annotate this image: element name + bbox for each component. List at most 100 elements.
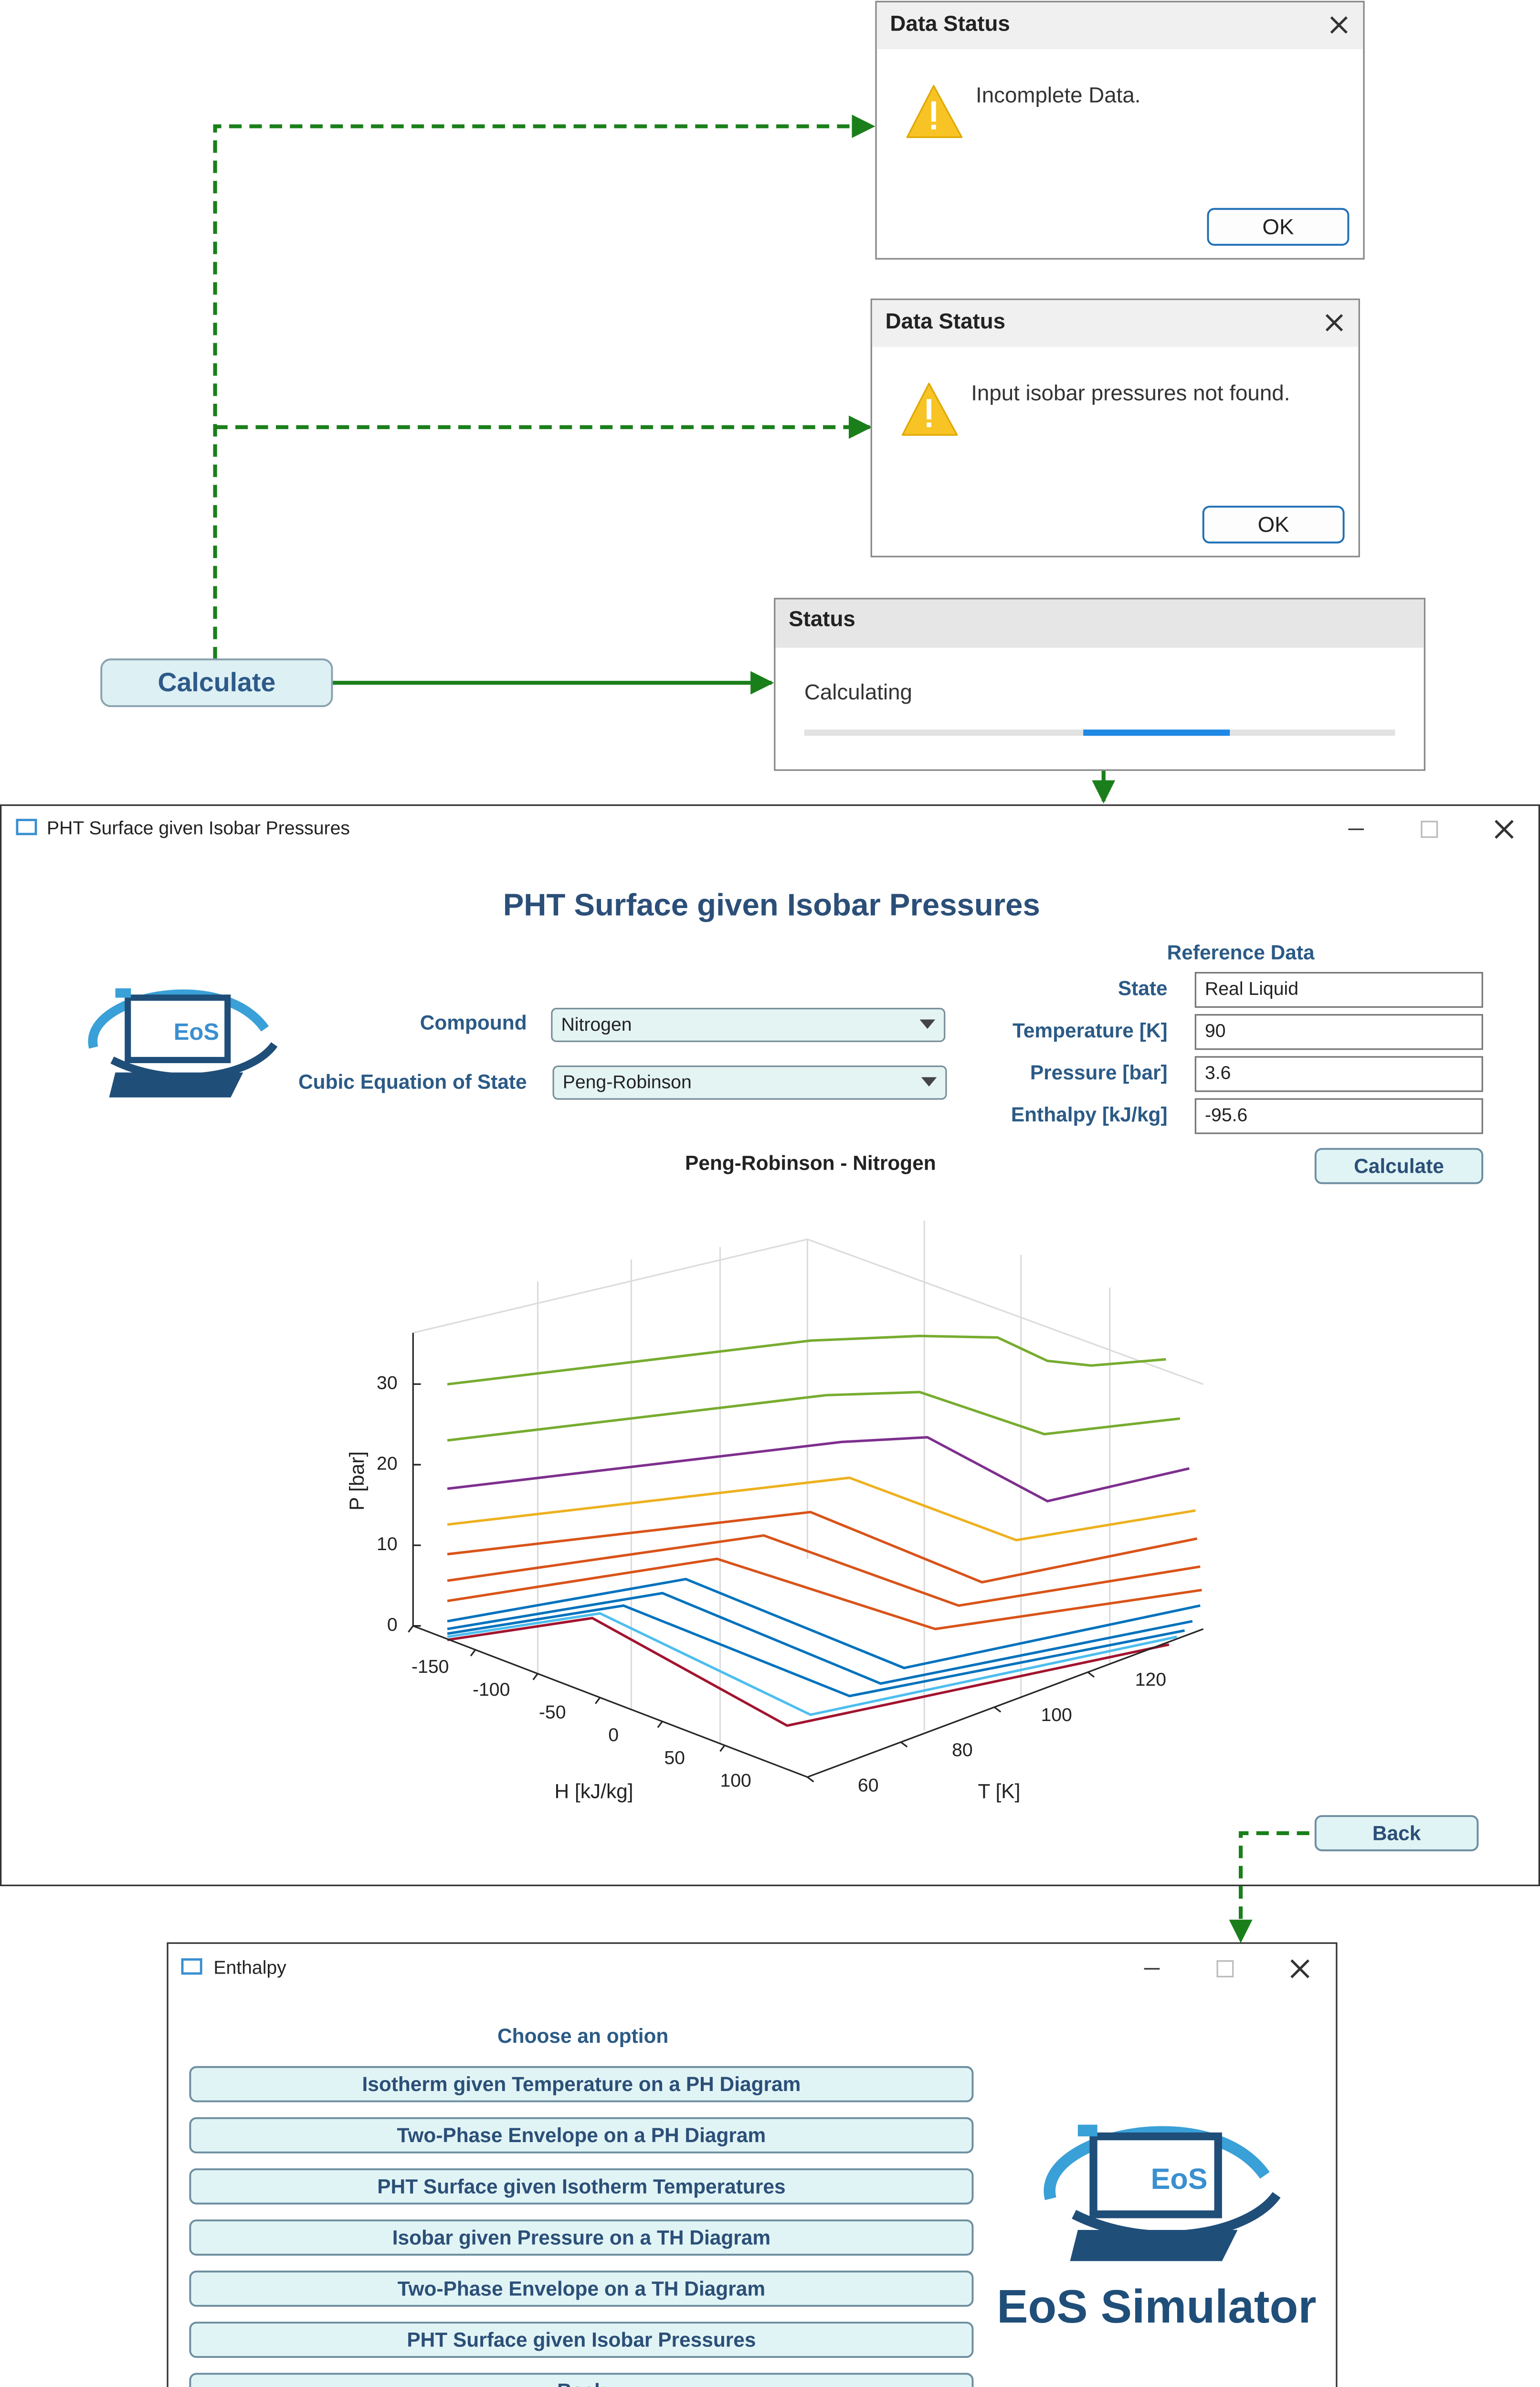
y-tick-label: 80: [952, 1740, 973, 1761]
option-button-label[interactable]: Isobar given Pressure on a TH Diagram: [392, 2226, 770, 2249]
maximize-icon[interactable]: [1421, 821, 1438, 838]
option-button[interactable]: [189, 2373, 974, 2387]
status-message: Calculating: [804, 680, 912, 704]
window-icon: [181, 1958, 202, 1975]
y-axis-label: T [K]: [978, 1780, 1021, 1802]
dropdown[interactable]: [552, 1065, 947, 1100]
isobar: [447, 1436, 1190, 1503]
option-button-label[interactable]: Isotherm given Temperature on a PH Diagr…: [362, 2073, 801, 2095]
x-tick-mark: [470, 1649, 476, 1657]
isobars: [447, 1334, 1202, 1727]
isobar: [447, 1604, 1185, 1698]
x-tick-label: -50: [539, 1702, 566, 1723]
isobar: [447, 1334, 1166, 1386]
x-tick-mark: [594, 1697, 601, 1704]
logo-keyboard: [109, 1072, 243, 1098]
option-button-label[interactable]: Back: [557, 2380, 606, 2387]
z-tick-label: 10: [377, 1534, 398, 1554]
x-axis: [412, 1625, 808, 1778]
calculate-button-label[interactable]: Calculate: [158, 667, 275, 697]
arrow: [213, 115, 875, 660]
calculate-button[interactable]: [100, 658, 333, 708]
isobar: [447, 1592, 1193, 1685]
ok-button[interactable]: [1202, 506, 1345, 544]
isobar: [447, 1612, 1177, 1716]
logo-text: EoS: [1151, 2163, 1208, 2195]
plot-box: [412, 1220, 1204, 1743]
ok-button-label[interactable]: OK: [1258, 512, 1289, 537]
maximize-icon[interactable]: [1216, 1960, 1234, 1977]
warning-icon: [931, 101, 936, 122]
option-button-label[interactable]: PHT Surface given Isotherm Temperatures: [377, 2175, 785, 2197]
isobar: [447, 1510, 1198, 1584]
text-field[interactable]: [1194, 972, 1483, 1008]
close-icon[interactable]: [1325, 314, 1343, 332]
dropdown-arrow[interactable]: [919, 1019, 936, 1029]
option-button[interactable]: [189, 2322, 974, 2358]
window: [0, 804, 1540, 1886]
logo-monitor: [1089, 2132, 1222, 2218]
eos-label: Cubic Equation of State: [298, 1071, 527, 1093]
option-button[interactable]: [189, 2168, 974, 2205]
logo-monitor: [125, 994, 231, 1063]
dialog-message: Incomplete Data.: [976, 83, 1141, 107]
logo: EoS: [1044, 2124, 1281, 2261]
field-value[interactable]: 3.6: [1205, 1063, 1231, 1083]
back-button-label[interactable]: Back: [1372, 1822, 1421, 1844]
box-edge: [412, 1238, 1204, 1385]
option-button[interactable]: [189, 2271, 974, 2307]
option-button[interactable]: [189, 2066, 974, 2102]
window-title: Enthalpy: [213, 1957, 286, 1978]
close-icon[interactable]: [1330, 16, 1348, 34]
field-label: Pressure [bar]: [1030, 1061, 1168, 1084]
axes: [412, 1332, 1204, 1778]
field-label: State: [1118, 977, 1168, 1000]
x-tick-mark: [532, 1673, 538, 1680]
option-button-label[interactable]: PHT Surface given Isobar Pressures: [407, 2329, 756, 2351]
isobar: [447, 1578, 1201, 1669]
dropdown-value[interactable]: Nitrogen: [561, 1014, 632, 1035]
prompt: Choose an option: [497, 2025, 668, 2047]
x-tick-mark: [719, 1744, 726, 1752]
dialog-title: Data Status: [886, 309, 1005, 333]
window-icon: [16, 819, 37, 835]
close-icon[interactable]: [1495, 820, 1514, 839]
ok-button-label[interactable]: OK: [1262, 215, 1294, 239]
calculate-button[interactable]: [1314, 1148, 1484, 1184]
dropdown[interactable]: [551, 1008, 946, 1042]
close-icon[interactable]: [1290, 1959, 1309, 1978]
isobar: [447, 1391, 1181, 1442]
reference-title: Reference Data: [1167, 941, 1315, 964]
y-axis: [807, 1628, 1204, 1778]
option-button-label[interactable]: Two-Phase Envelope on a TH Diagram: [398, 2278, 765, 2300]
status-title: Status: [789, 607, 855, 631]
text-field[interactable]: [1194, 1098, 1483, 1134]
dialog-titlebar: [876, 2, 1363, 49]
z-axis-label: P [bar]: [346, 1451, 368, 1510]
heading: PHT Surface given Isobar Pressures: [503, 887, 1040, 922]
option-button[interactable]: [189, 2117, 974, 2154]
text-field[interactable]: [1194, 1014, 1483, 1050]
calculate-button-label[interactable]: Calculate: [1354, 1155, 1444, 1177]
field-value[interactable]: Real Liquid: [1205, 979, 1298, 999]
ok-button[interactable]: [1207, 208, 1350, 246]
isobar: [447, 1534, 1201, 1607]
y-tick-mark: [900, 1741, 908, 1748]
x-tick-label: 100: [720, 1771, 751, 1791]
field-value[interactable]: 90: [1205, 1021, 1226, 1041]
logo-keyboard: [1070, 2229, 1238, 2261]
option-button[interactable]: [189, 2219, 974, 2256]
option-button-label[interactable]: Two-Phase Envelope on a PH Diagram: [397, 2124, 766, 2146]
chart-title: Peng-Robinson - Nitrogen: [685, 1151, 936, 1174]
dropdown-value[interactable]: Peng-Robinson: [563, 1072, 692, 1093]
field-value[interactable]: -95.6: [1205, 1105, 1247, 1125]
z-tick-label: 30: [377, 1373, 398, 1394]
z-tick-label: 20: [377, 1453, 398, 1474]
logo-monitor: [1077, 2124, 1097, 2137]
dropdown-arrow[interactable]: [921, 1077, 937, 1087]
logo: EoS: [88, 988, 278, 1098]
text-field[interactable]: [1194, 1056, 1483, 1092]
back-button[interactable]: [1314, 1815, 1479, 1851]
dialog-message: Input isobar pressures not found.: [971, 380, 1290, 405]
